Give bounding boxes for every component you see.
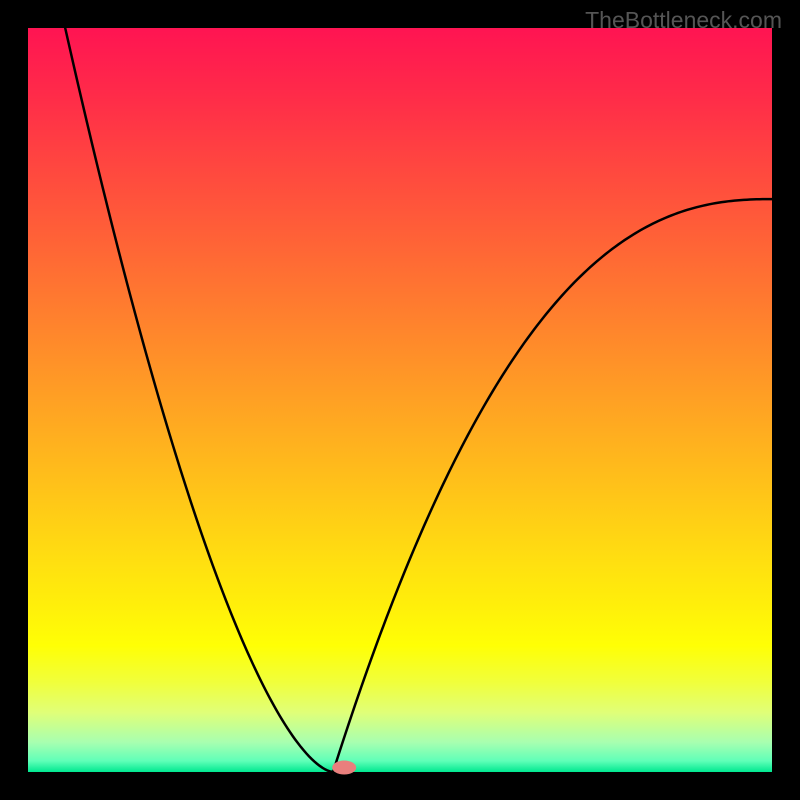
bottleneck-chart xyxy=(0,0,800,800)
plot-background xyxy=(28,28,772,772)
watermark-text: TheBottleneck.com xyxy=(585,7,782,34)
optimal-marker xyxy=(332,761,356,775)
